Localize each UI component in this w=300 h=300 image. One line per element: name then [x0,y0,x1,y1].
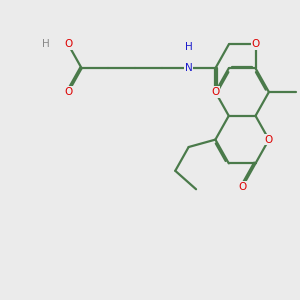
Text: O: O [211,87,220,97]
Text: H: H [185,43,193,52]
Text: O: O [251,40,260,50]
Text: H: H [42,40,50,50]
Text: O: O [64,87,72,97]
Text: O: O [265,135,273,145]
Text: O: O [238,182,246,192]
Text: N: N [185,63,193,73]
Text: O: O [64,40,72,50]
